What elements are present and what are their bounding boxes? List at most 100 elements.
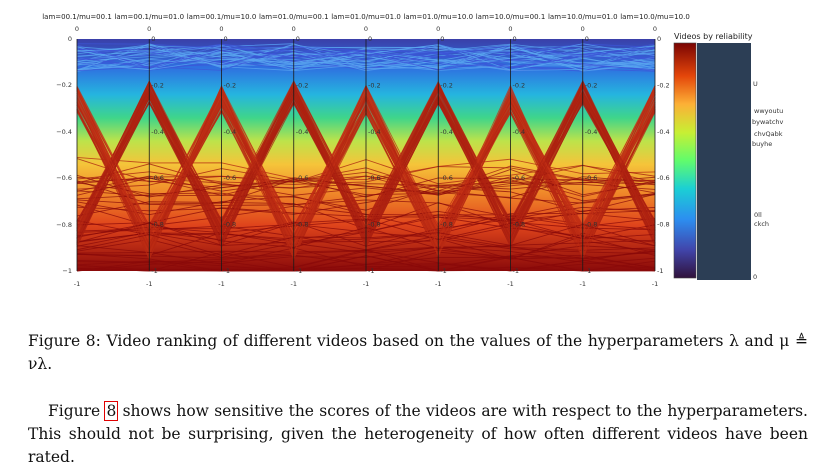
axis-title: lam=01.0/mu=01.0 [331,13,401,21]
axis-inner-tick: -0.6 [585,174,598,182]
caption-text: Video ranking of different videos based … [28,332,808,373]
axes-layer: lam=00.1/mu=00.1 0 -1 lam=00.1/mu=01.0 0 -1 0 -… [42,13,690,288]
axis-bottom-tick: -1 [507,280,513,288]
axis-inner-tick: -0.6 [151,174,164,182]
axis-inner-tick: -0.6 [513,174,526,182]
axis-title: lam=00.1/mu=10.0 [187,13,257,21]
caption-label: Figure 8: [28,332,101,350]
colorbar-label-fragment: U [753,80,758,88]
axis-inner-tick: -0.8 [224,221,237,229]
axis-title: lam=00.1/mu=01.0 [114,13,184,21]
page: lam=00.1/mu=00.1 0 -1 lam=00.1/mu=01.0 0 -1 0 -… [28,13,808,466]
axis-inner-tick: -0.2 [585,81,598,89]
axis-bottom-tick: -1 [218,280,224,288]
axis-bottom-tick: -1 [291,280,297,288]
y-tick-label: −0.2 [56,81,72,89]
axis-bottom-tick: -1 [74,280,80,288]
figure-ref-link[interactable]: 8 [104,401,119,421]
axis-top-tick: 0 [653,25,657,33]
axis-inner-tick: -0.6 [440,174,453,182]
axis-inner-tick: -0.4 [657,128,670,136]
axis-top-tick: 0 [75,25,79,33]
axis-inner-tick: -0.8 [513,221,526,229]
axis-inner-tick: -0.8 [368,221,381,229]
axis-title: lam=00.1/mu=00.1 [42,13,112,21]
parallel-coordinates-figure: lam=00.1/mu=00.1 0 -1 lam=00.1/mu=01.0 0 -1 0 -… [42,13,784,288]
axis-bottom-tick: -1 [146,280,152,288]
body-paragraph: Figure 8 shows how sensitive the scores … [28,400,808,469]
axis-inner-tick: -1 [151,267,157,275]
axis-inner-tick: -0.2 [224,81,237,89]
axis-bottom-tick: -1 [363,280,369,288]
para-text-start: Figure [48,402,106,420]
axis-inner-tick: -0.2 [657,81,670,89]
axis-inner-tick: -0.6 [224,174,237,182]
axis-inner-tick: -1 [513,267,519,275]
colorbar-label-fragment: buyhe [752,140,772,148]
axis-inner-tick: -1 [368,267,374,275]
axis-inner-tick: 0 [657,35,661,43]
axis-title: lam=10.0/mu=00.1 [476,13,546,21]
axis-inner-tick: -1 [440,267,446,275]
axis-inner-tick: -0.8 [296,221,309,229]
colorbar-label-fragment: wwyoutu [754,107,783,115]
axis-inner-tick: -0.8 [151,221,164,229]
axis-top-tick: 0 [364,25,368,33]
colorbar-label-fragment: chvQabk [754,130,783,138]
axis-inner-tick: -0.6 [368,174,381,182]
axis-inner-tick: -0.6 [296,174,309,182]
axis-inner-tick: -0.4 [224,128,237,136]
axis-inner-tick: -0.2 [296,81,309,89]
axis-title: lam=01.0/mu=00.1 [259,13,329,21]
colorbar-title: Videos by reliability [674,32,753,41]
y-tick-label: 0 [68,35,72,43]
axis-title: lam=10.0/mu=10.0 [620,13,690,21]
colorbar-labels: U wwyoutu bywatchv chvQabk buyhe 0ll ckc… [752,80,784,281]
axis-top-tick: 0 [581,25,585,33]
axis-title: lam=01.0/mu=10.0 [403,13,473,21]
axis-inner-tick: 0 [513,35,517,43]
colorbar-label-fragment: 0ll [754,211,762,219]
axis-inner-tick: 0 [151,35,155,43]
colorbar [673,42,697,279]
axis-inner-tick: -0.4 [440,128,453,136]
axis-bottom-tick: -1 [435,280,441,288]
axis-title: lam=10.0/mu=01.0 [548,13,618,21]
y-tick-label: −0.6 [56,174,72,182]
y-tick-label: −1 [62,267,72,275]
axis-top-tick: 0 [292,25,296,33]
axis-inner-tick: 0 [440,35,444,43]
axis-inner-tick: -0.8 [657,221,670,229]
axis-inner-tick: -0.2 [513,81,526,89]
axis-inner-tick: 0 [296,35,300,43]
axis-top-tick: 0 [436,25,440,33]
axis-inner-tick: -0.2 [440,81,453,89]
colorbar-label-fragment: 0 [753,273,757,281]
axis-inner-tick: -0.4 [513,128,526,136]
axis-inner-tick: -0.6 [657,174,670,182]
axis-inner-tick: -0.2 [368,81,381,89]
y-tick-label: −0.8 [56,221,72,229]
colorbar-label-block [697,43,751,280]
para-text-rest: shows how sensitive the scores of the vi… [28,402,808,466]
y-axis-ticks: 0 −0.2 −0.4 −0.6 −0.8 −1 [56,35,72,275]
axis-inner-tick: 0 [368,35,372,43]
axis-inner-tick: -0.8 [440,221,453,229]
axis-inner-tick: -1 [224,267,230,275]
axis-inner-tick: -0.4 [368,128,381,136]
axis-inner-tick: -1 [296,267,302,275]
axis-inner-tick: -1 [585,267,591,275]
axis-top-tick: 0 [508,25,512,33]
colorbar-label-fragment: ckch [754,220,769,228]
axis-top-tick: 0 [219,25,223,33]
axis-inner-tick: -0.8 [585,221,598,229]
axis-inner-tick: -0.4 [296,128,309,136]
axis-inner-tick: -0.2 [151,81,164,89]
colorbar-label-fragment: bywatchv [752,118,784,126]
axis-inner-tick: -0.4 [151,128,164,136]
axis-inner-tick: -1 [657,267,663,275]
axis-bottom-tick: -1 [652,280,658,288]
figure-caption: Figure 8: Video ranking of different vid… [28,330,808,376]
axis-top-tick: 0 [147,25,151,33]
axis-inner-tick: 0 [224,35,228,43]
